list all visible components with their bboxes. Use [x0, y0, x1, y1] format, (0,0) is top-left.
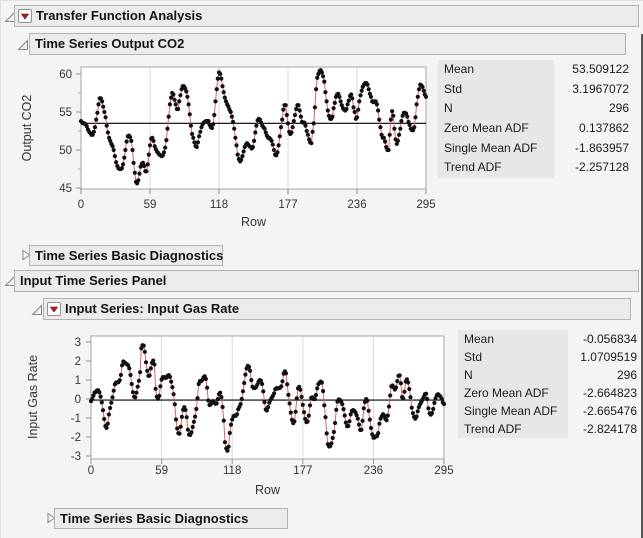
svg-text:50: 50	[59, 145, 72, 157]
svg-text:295: 295	[416, 199, 435, 211]
window-edge	[641, 34, 643, 538]
disclosure-collapsed-icon[interactable]	[20, 249, 32, 261]
stat-label: N	[438, 99, 554, 120]
section-title: Input Time Series Panel	[20, 273, 167, 288]
disclosure-open-icon[interactable]	[17, 39, 29, 51]
svg-text:118: 118	[223, 465, 241, 477]
stat-row: N 296	[458, 366, 637, 384]
svg-text:Output CO2: Output CO2	[20, 95, 34, 162]
stat-label: Single Mean ADF	[438, 138, 554, 159]
svg-text:236: 236	[364, 465, 383, 477]
outline-header-diagnostics-2[interactable]: Time Series Basic Diagnostics	[54, 508, 288, 529]
stat-row: Trend ADF -2.257128	[438, 158, 629, 179]
section-title: Time Series Basic Diagnostics	[60, 510, 249, 526]
svg-text:177: 177	[278, 199, 297, 211]
svg-text:Row: Row	[255, 483, 281, 497]
red-triangle-menu-icon[interactable]	[18, 9, 32, 23]
outline-header-diagnostics-1[interactable]: Time Series Basic Diagnostics	[29, 245, 223, 266]
disclosure-collapsed-icon[interactable]	[45, 512, 57, 524]
stat-row: Zero Mean ADF -2.664823	[458, 384, 637, 402]
svg-text:1: 1	[75, 375, 81, 387]
svg-text:Row: Row	[241, 215, 267, 229]
stat-value: 3.1967072	[572, 81, 629, 96]
stat-value: -2.824178	[582, 422, 637, 436]
section-title: Time Series Output CO2	[35, 36, 185, 51]
stat-row: Mean 53.509122	[438, 60, 629, 80]
stat-value: 1.0709519	[580, 350, 637, 364]
svg-text:-3: -3	[71, 451, 81, 463]
svg-text:45: 45	[59, 183, 72, 195]
stat-label: Mean	[458, 330, 568, 348]
svg-text:0: 0	[88, 465, 94, 477]
stat-row: Mean -0.056834	[458, 330, 637, 348]
stat-row: Single Mean ADF -1.863957	[438, 138, 629, 159]
svg-text:55: 55	[59, 107, 72, 119]
stat-label: Single Mean ADF	[458, 402, 568, 420]
svg-text:59: 59	[155, 465, 168, 477]
svg-text:0: 0	[78, 199, 84, 211]
section-title: Time Series Basic Diagnostics	[35, 247, 224, 263]
outline-header-input-series[interactable]: Input Series: Input Gas Rate	[43, 298, 631, 320]
disclosure-open-icon[interactable]	[31, 304, 43, 316]
svg-text:Input Gas Rate: Input Gas Rate	[26, 355, 40, 439]
stat-value: -2.665476	[582, 404, 637, 418]
svg-text:0: 0	[75, 394, 81, 406]
outline-header-transfer-function-analysis[interactable]: Transfer Function Analysis	[14, 5, 639, 27]
stat-value: -0.056834	[582, 332, 637, 346]
stat-value: 296	[616, 368, 637, 382]
stat-value: 296	[608, 101, 629, 116]
outline-title: Transfer Function Analysis	[36, 8, 203, 23]
stat-row: N 296	[438, 99, 629, 120]
stat-row: Trend ADF -2.824178	[458, 420, 637, 438]
svg-text:295: 295	[434, 465, 453, 477]
stat-label: Std	[438, 79, 554, 100]
svg-text:59: 59	[144, 199, 157, 211]
stat-label: Trend ADF	[438, 158, 554, 179]
stat-row: Single Mean ADF -2.665476	[458, 402, 637, 420]
stat-value: -1.863957	[574, 140, 629, 155]
svg-text:2: 2	[75, 356, 81, 368]
svg-text:-1: -1	[71, 413, 81, 425]
stat-label: Zero Mean ADF	[458, 384, 568, 402]
svg-text:118: 118	[210, 199, 228, 211]
outline-header-time-series-output-co2[interactable]: Time Series Output CO2	[29, 33, 626, 55]
section-title: Input Series: Input Gas Rate	[65, 301, 240, 316]
red-triangle-menu-icon[interactable]	[47, 302, 61, 316]
outline-header-input-time-series-panel[interactable]: Input Time Series Panel	[14, 270, 639, 292]
input-gas-rate-summary-table: Mean -0.056834 Std 1.0709519 N 296 Zero …	[458, 330, 637, 438]
output-co2-summary-table: Mean 53.509122 Std 3.1967072 N 296 Zero …	[438, 60, 629, 179]
stat-row: Zero Mean ADF 0.137862	[438, 119, 629, 139]
stat-label: N	[458, 366, 568, 384]
stat-label: Zero Mean ADF	[438, 119, 554, 139]
stat-value: 0.137862	[578, 121, 629, 136]
stat-row: Std 1.0709519	[458, 348, 637, 366]
stat-value: 53.509122	[572, 62, 629, 76]
stat-row: Std 3.1967072	[438, 79, 629, 100]
stat-value: -2.257128	[574, 160, 629, 175]
svg-text:3: 3	[75, 337, 81, 349]
stat-value: -2.664823	[582, 386, 637, 400]
stat-label: Trend ADF	[458, 420, 568, 438]
svg-text:177: 177	[293, 465, 312, 477]
svg-text:236: 236	[347, 199, 366, 211]
stat-label: Std	[458, 348, 568, 366]
svg-text:-2: -2	[71, 432, 81, 444]
stat-label: Mean	[438, 60, 554, 80]
svg-text:60: 60	[59, 69, 72, 81]
